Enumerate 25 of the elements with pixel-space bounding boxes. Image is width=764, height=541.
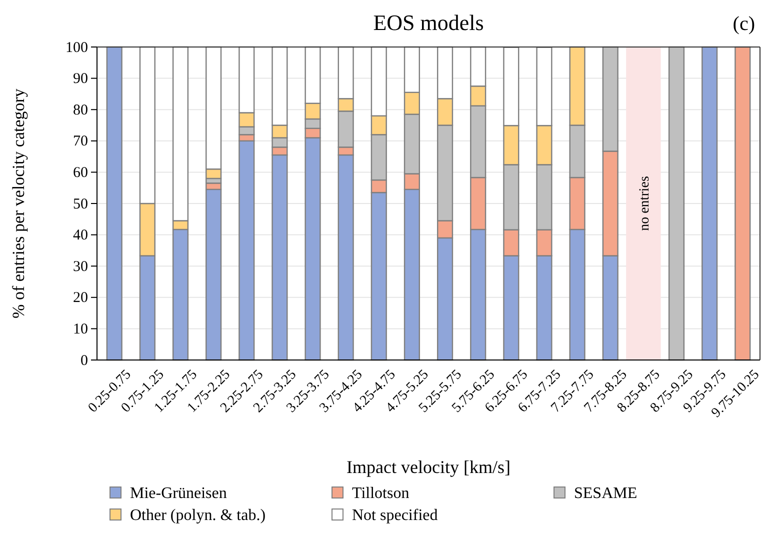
x-axis-title: Impact velocity [km/s] [346, 457, 510, 477]
y-tick-label: 90 [73, 71, 88, 88]
y-tick-label: 50 [73, 196, 88, 212]
bar [734, 46, 751, 361]
y-tick-label: 80 [73, 102, 88, 118]
y-tick-label: 10 [73, 322, 88, 338]
y-tick-label: 60 [73, 165, 88, 181]
chart-title: EOS models [373, 10, 484, 35]
y-tick-label: 20 [73, 290, 88, 306]
bar [106, 46, 122, 361]
bar [702, 46, 718, 361]
y-tick-label: 30 [73, 258, 88, 275]
text: (c) [732, 13, 755, 35]
bar [668, 46, 685, 361]
band-label: no entries [637, 176, 652, 231]
legend-label: Other (polyn. & tab.) [130, 507, 266, 524]
legend-label: Not specified [352, 507, 438, 524]
y-tick-label: 100 [66, 40, 88, 56]
y-axis-title: % of entries per velocity category [9, 88, 28, 318]
legend-label: Mie-Grüneisen [130, 485, 227, 502]
legend-label: SESAME [574, 485, 638, 502]
legend-label: Tillotson [352, 485, 410, 502]
y-tick-label: 0 [80, 352, 88, 369]
y-tick-label: 70 [73, 134, 88, 150]
y-tick-label: 40 [73, 228, 88, 244]
